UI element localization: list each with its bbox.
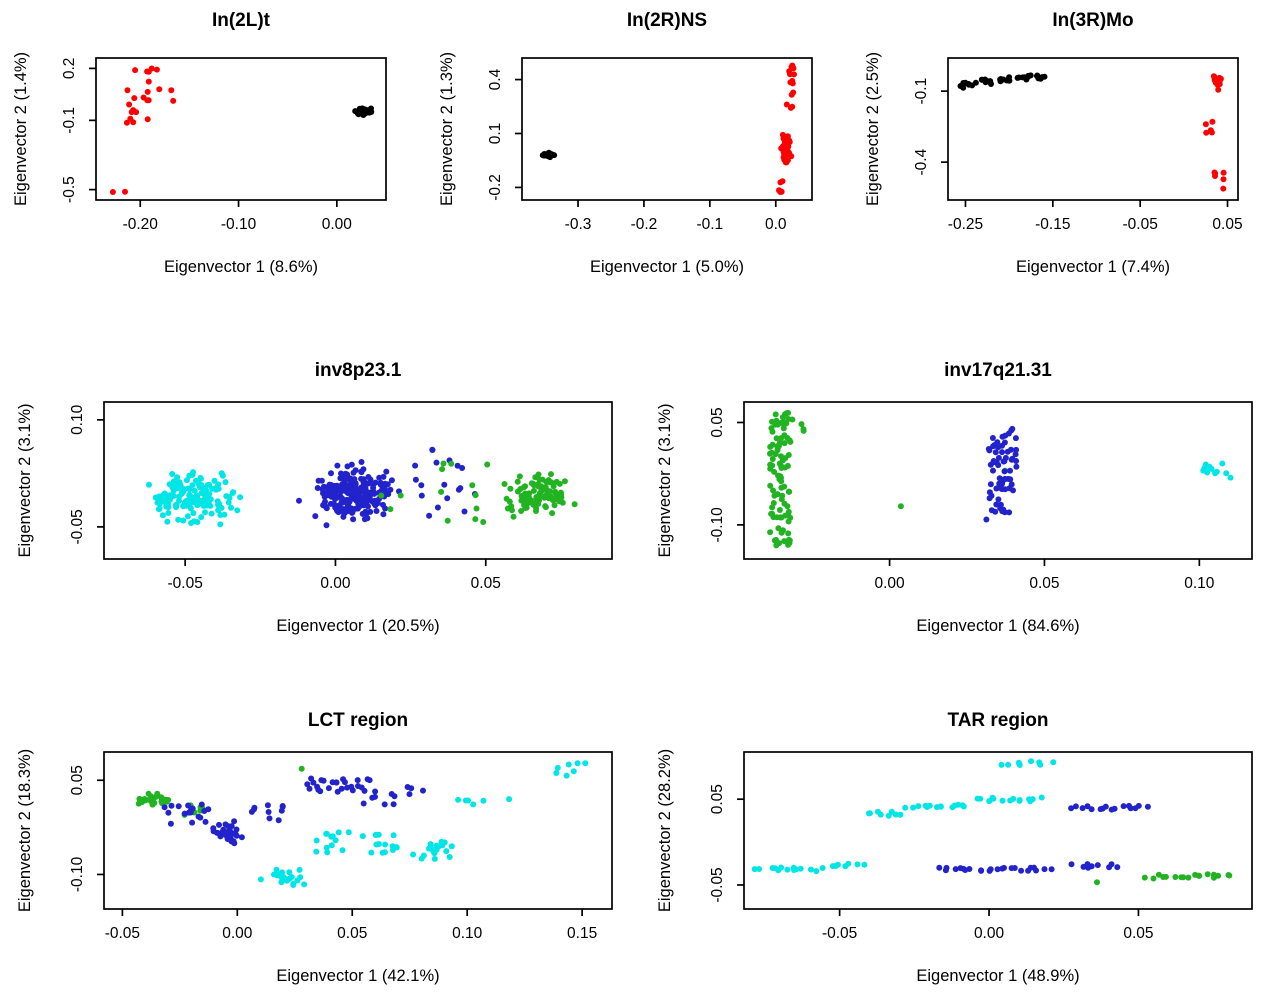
svg-text:-0.10: -0.10 xyxy=(221,216,257,233)
svg-text:Eigenvector 2 (3.1%): Eigenvector 2 (3.1%) xyxy=(656,403,674,557)
svg-text:0.10: 0.10 xyxy=(69,404,86,435)
svg-text:0.00: 0.00 xyxy=(222,925,253,942)
svg-text:0.10: 0.10 xyxy=(452,925,483,942)
svg-text:-0.1: -0.1 xyxy=(913,78,930,105)
svg-text:-0.10: -0.10 xyxy=(69,856,86,892)
svg-text:inv8p23.1: inv8p23.1 xyxy=(315,360,402,381)
svg-text:0.00: 0.00 xyxy=(320,575,351,592)
svg-text:-0.10: -0.10 xyxy=(709,507,726,543)
svg-text:-0.05: -0.05 xyxy=(69,509,86,544)
svg-text:Eigenvector 1 (20.5%): Eigenvector 1 (20.5%) xyxy=(276,617,439,635)
svg-text:0.05: 0.05 xyxy=(709,407,726,437)
chart-svg: inv8p23.1 -0.05 0.00 0.05 -0.05 0.10 Eigenvect… xyxy=(16,360,613,635)
svg-text:Eigenvector 2 (18.3%): Eigenvector 2 (18.3%) xyxy=(16,749,34,912)
svg-text:0.05: 0.05 xyxy=(709,784,726,814)
svg-text:0.05: 0.05 xyxy=(1029,575,1059,592)
svg-text:-0.20: -0.20 xyxy=(123,216,159,233)
svg-text:-0.2: -0.2 xyxy=(631,216,658,233)
svg-text:-0.1: -0.1 xyxy=(696,216,723,233)
panel-inv17q21-31: inv17q21.31 0.00 0.05 0.10 -0.10 0.05 Eigenvec… xyxy=(640,354,1280,654)
svg-text:inv17q21.31: inv17q21.31 xyxy=(944,360,1052,381)
svg-text:Eigenvector 2 (1.3%): Eigenvector 2 (1.3%) xyxy=(438,52,456,206)
svg-text:-0.4: -0.4 xyxy=(913,148,930,175)
svg-text:Eigenvector 1 (7.4%): Eigenvector 1 (7.4%) xyxy=(1016,258,1170,276)
figure-row-1: In(2L)t -0.20 -0.10 0.00 -0.5 -0.1 0.2 Eigenvec… xyxy=(0,2,1280,302)
panel-inv8p23-1: inv8p23.1 -0.05 0.00 0.05 -0.05 0.10 Eigenvect… xyxy=(0,354,640,654)
svg-text:In(3R)Mo: In(3R)Mo xyxy=(1052,10,1133,31)
svg-text:-0.2: -0.2 xyxy=(487,174,504,201)
svg-text:Eigenvector 2 (2.5%): Eigenvector 2 (2.5%) xyxy=(864,52,882,206)
chart-svg: In(2L)t -0.20 -0.10 0.00 -0.5 -0.1 0.2 Eigenvec… xyxy=(12,10,387,276)
panel-tar-region: TAR region -0.05 0.00 0.05 -0.05 0.05 Eigenvec… xyxy=(640,704,1280,1004)
svg-text:In(2L)t: In(2L)t xyxy=(212,10,271,31)
svg-text:0.05: 0.05 xyxy=(337,925,367,942)
svg-text:0.0: 0.0 xyxy=(765,216,787,233)
svg-text:0.15: 0.15 xyxy=(567,925,597,942)
svg-text:-0.5: -0.5 xyxy=(61,176,78,203)
svg-text:0.00: 0.00 xyxy=(974,925,1005,942)
svg-text:Eigenvector 1 (42.1%): Eigenvector 1 (42.1%) xyxy=(276,967,439,985)
svg-text:-0.3: -0.3 xyxy=(565,216,592,233)
svg-text:-0.05: -0.05 xyxy=(105,925,140,942)
svg-text:0.05: 0.05 xyxy=(69,765,86,795)
panel-lct-region: LCT region -0.05 0.00 0.05 0.10 0.15 -0.10 0.05… xyxy=(0,704,640,1004)
svg-text:0.10: 0.10 xyxy=(1184,575,1215,592)
chart-svg: In(3R)Mo -0.25 -0.15 -0.05 0.05 -0.4 -0.1 Eigen… xyxy=(864,10,1243,276)
chart-svg: TAR region -0.05 0.00 0.05 -0.05 0.05 Eigenvec… xyxy=(656,710,1253,985)
svg-text:Eigenvector 2 (28.2%): Eigenvector 2 (28.2%) xyxy=(656,749,674,912)
chart-svg: LCT region -0.05 0.00 0.05 0.10 0.15 -0.10 0.05… xyxy=(16,710,613,985)
svg-text:-0.15: -0.15 xyxy=(1035,216,1070,233)
svg-text:0.00: 0.00 xyxy=(874,575,905,592)
svg-text:0.1: 0.1 xyxy=(487,123,504,145)
svg-text:0.00: 0.00 xyxy=(322,216,353,233)
svg-text:0.05: 0.05 xyxy=(1212,216,1242,233)
panel-in2rns: In(2R)NS -0.3 -0.2 -0.1 0.0 -0.2 0.1 0.4 Eigenve… xyxy=(426,2,852,302)
svg-text:Eigenvector 1 (48.9%): Eigenvector 1 (48.9%) xyxy=(916,967,1079,985)
svg-text:Eigenvector 2 (3.1%): Eigenvector 2 (3.1%) xyxy=(16,403,34,557)
svg-text:-0.25: -0.25 xyxy=(948,216,983,233)
svg-text:-0.05: -0.05 xyxy=(167,575,202,592)
svg-text:0.05: 0.05 xyxy=(471,575,501,592)
svg-text:-0.05: -0.05 xyxy=(1122,216,1157,233)
svg-text:Eigenvector 2 (1.4%): Eigenvector 2 (1.4%) xyxy=(12,52,30,206)
svg-text:0.4: 0.4 xyxy=(487,68,504,90)
svg-text:-0.05: -0.05 xyxy=(709,867,726,902)
svg-text:-0.1: -0.1 xyxy=(61,107,78,134)
svg-text:0.2: 0.2 xyxy=(61,58,78,80)
chart-svg: inv17q21.31 0.00 0.05 0.10 -0.10 0.05 Eigenvec… xyxy=(656,360,1253,635)
svg-text:LCT region: LCT region xyxy=(308,710,408,731)
svg-text:In(2R)NS: In(2R)NS xyxy=(627,10,707,31)
chart-svg: In(2R)NS -0.3 -0.2 -0.1 0.0 -0.2 0.1 0.4 Eigenve… xyxy=(438,10,813,276)
svg-text:TAR region: TAR region xyxy=(948,710,1049,731)
svg-text:Eigenvector 1 (84.6%): Eigenvector 1 (84.6%) xyxy=(916,617,1079,635)
figure-row-2: inv8p23.1 -0.05 0.00 0.05 -0.05 0.10 Eigenvect… xyxy=(0,354,1280,654)
svg-text:0.05: 0.05 xyxy=(1123,925,1153,942)
figure-row-3: LCT region -0.05 0.00 0.05 0.10 0.15 -0.10 0.05… xyxy=(0,704,1280,1004)
svg-text:Eigenvector 1 (5.0%): Eigenvector 1 (5.0%) xyxy=(590,258,744,276)
svg-text:-0.05: -0.05 xyxy=(822,925,857,942)
panel-in2lt: In(2L)t -0.20 -0.10 0.00 -0.5 -0.1 0.2 Eigenvec… xyxy=(0,2,426,302)
svg-text:Eigenvector 1 (8.6%): Eigenvector 1 (8.6%) xyxy=(164,258,318,276)
panel-in3rmo: In(3R)Mo -0.25 -0.15 -0.05 0.05 -0.4 -0.1 Eigen… xyxy=(852,2,1278,302)
